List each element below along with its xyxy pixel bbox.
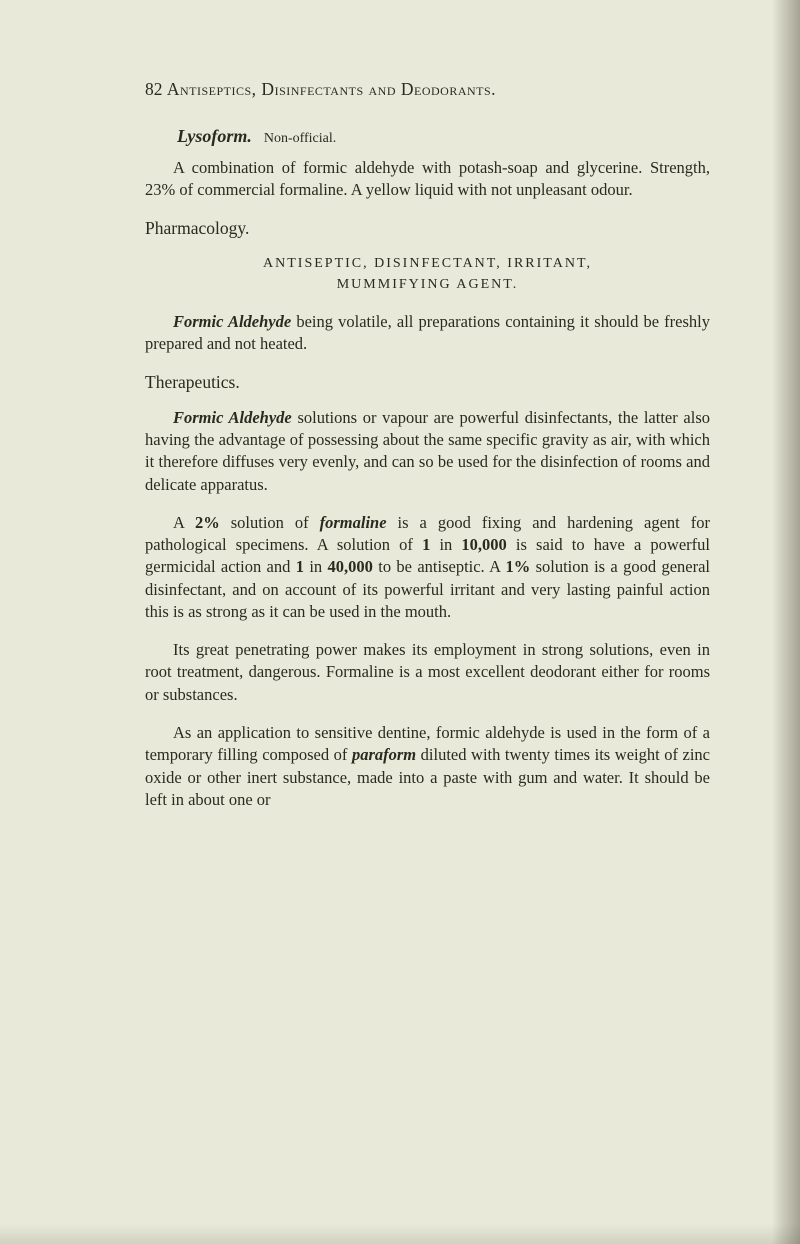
p2-g: to be antiseptic. A bbox=[373, 557, 506, 576]
pharmacology-heading: Pharmacology. bbox=[145, 217, 710, 241]
formic-aldehyde-lead-1: Formic Aldehyde bbox=[173, 312, 291, 331]
caps-line1: ANTISEPTIC, DISINFECTANT, IRRITANT, bbox=[145, 253, 710, 274]
therapeutics-para4: As an application to sensitive dentine, … bbox=[145, 722, 710, 811]
header-title: Antiseptics, Disinfectants and Deodorant… bbox=[167, 79, 496, 99]
p2-n3: 1 bbox=[296, 557, 304, 576]
lysoform-body: A combination of formic aldehyde with po… bbox=[145, 157, 710, 202]
caps-line2: MUMMIFYING AGENT. bbox=[145, 274, 710, 295]
p2-n2: 10,000 bbox=[461, 535, 506, 554]
page-right-shadow bbox=[772, 0, 800, 1244]
p2-f: in bbox=[304, 557, 328, 576]
therapeutics-para3: Its great penetrating power makes its em… bbox=[145, 639, 710, 706]
p2-pct2: 1% bbox=[505, 557, 530, 576]
book-page: 82 Antiseptics, Disinfectants and Deodor… bbox=[0, 0, 800, 887]
p2-a: A bbox=[173, 513, 195, 532]
p2-b: solution of bbox=[220, 513, 320, 532]
p2-n4: 40,000 bbox=[328, 557, 373, 576]
therapeutics-para1: Formic Aldehyde solutions or vapour are … bbox=[145, 407, 710, 496]
page-header: 82 Antiseptics, Disinfectants and Deodor… bbox=[145, 78, 710, 102]
page-bottom-shadow bbox=[0, 1224, 800, 1244]
formaline-italic: formaline bbox=[320, 513, 387, 532]
therapeutics-para2: A 2% solution of formaline is a good fix… bbox=[145, 512, 710, 623]
page-number: 82 bbox=[145, 79, 163, 99]
p2-d: in bbox=[430, 535, 461, 554]
pharmacology-caps-block: ANTISEPTIC, DISINFECTANT, IRRITANT, MUMM… bbox=[145, 253, 710, 295]
lysoform-subtitle: Non-official. bbox=[264, 131, 336, 146]
p2-pct1: 2% bbox=[195, 513, 220, 532]
therapeutics-heading: Therapeutics. bbox=[145, 371, 710, 395]
pharmacology-body: Formic Aldehyde being volatile, all prep… bbox=[145, 311, 710, 356]
paraform-italic: paraform bbox=[352, 745, 416, 764]
formic-aldehyde-lead-2: Formic Aldehyde bbox=[173, 408, 292, 427]
lysoform-title-line: Lysoform. Non-official. bbox=[145, 124, 710, 149]
lysoform-title: Lysoform. bbox=[177, 126, 252, 146]
